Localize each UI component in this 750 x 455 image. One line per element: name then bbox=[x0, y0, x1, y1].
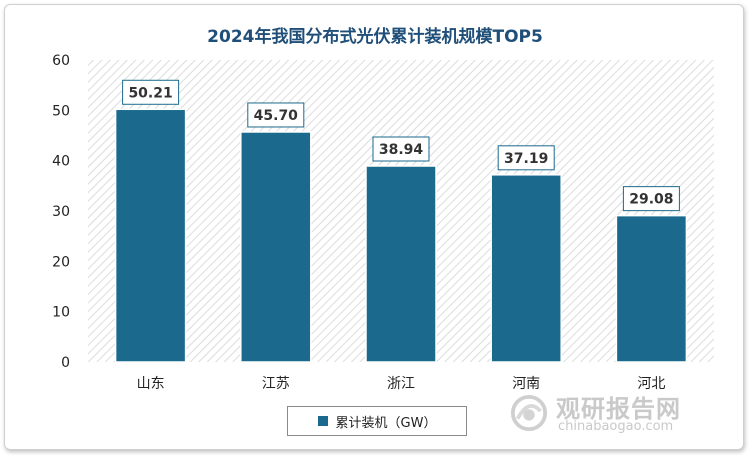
bar bbox=[114, 108, 187, 363]
y-tick-label: 20 bbox=[52, 254, 70, 270]
x-tick-label: 浙江 bbox=[387, 376, 415, 392]
y-tick-label: 10 bbox=[52, 305, 70, 321]
data-label-box bbox=[372, 136, 430, 162]
watermark-logo-icon bbox=[510, 394, 548, 432]
bar bbox=[365, 165, 437, 363]
data-label: 50.21 bbox=[128, 85, 172, 101]
y-tick-label: 0 bbox=[61, 355, 70, 371]
y-tick-label: 50 bbox=[52, 103, 70, 119]
legend-swatch bbox=[317, 416, 328, 426]
legend-label: 累计装机（GW） bbox=[335, 415, 437, 431]
data-label: 38.94 bbox=[379, 142, 424, 158]
data-label-box bbox=[247, 102, 305, 128]
legend: 累计装机（GW） bbox=[287, 406, 467, 436]
watermark: 观研报告网 chinabaogao.com bbox=[510, 386, 730, 436]
data-label: 37.19 bbox=[504, 151, 548, 167]
x-tick-label: 江苏 bbox=[262, 376, 290, 392]
data-label-box bbox=[497, 145, 555, 171]
x-tick-label: 山东 bbox=[137, 376, 165, 392]
data-label: 29.08 bbox=[629, 192, 673, 208]
watermark-text: 观研报告网 bbox=[556, 395, 681, 423]
data-label-box bbox=[122, 79, 180, 105]
watermark-url: chinabaogao.com bbox=[558, 419, 674, 434]
x-tick-label: 河南 bbox=[512, 376, 540, 392]
x-tick-label: 河北 bbox=[637, 376, 665, 392]
chart-title: 2024年我国分布式光伏累计装机规模TOP5 bbox=[207, 27, 543, 47]
y-tick-label: 60 bbox=[52, 53, 70, 69]
bar bbox=[615, 214, 688, 363]
bar bbox=[490, 174, 562, 363]
data-label-box bbox=[622, 186, 680, 212]
bar bbox=[240, 131, 312, 363]
y-tick-label: 40 bbox=[52, 154, 70, 170]
y-tick-label: 30 bbox=[52, 204, 70, 220]
data-label: 45.70 bbox=[254, 108, 299, 124]
